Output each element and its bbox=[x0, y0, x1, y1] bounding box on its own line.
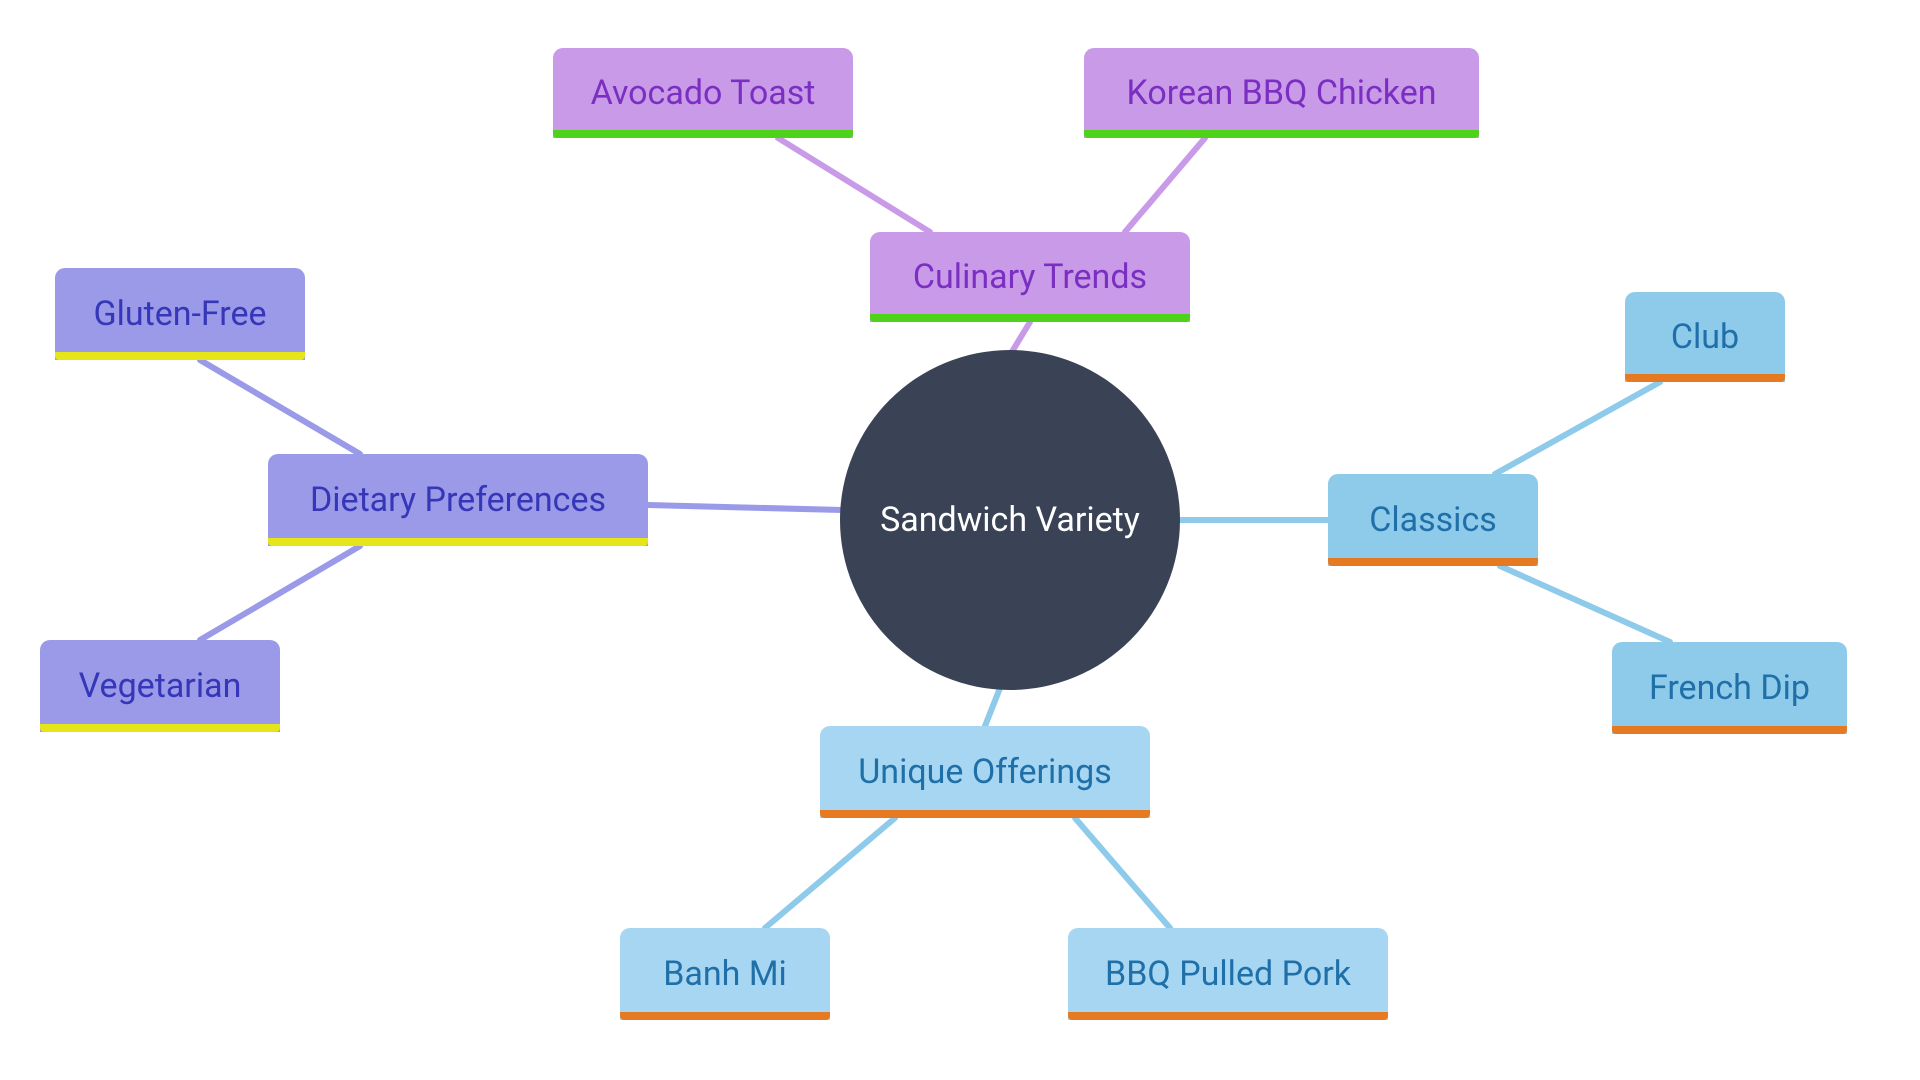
branch-unique-offerings: Unique Offerings bbox=[820, 726, 1150, 818]
edge bbox=[1495, 382, 1660, 474]
node-underline bbox=[40, 724, 280, 732]
node-label: Classics bbox=[1369, 500, 1497, 540]
edge bbox=[1500, 566, 1670, 642]
leaf-gluten-free: Gluten-Free bbox=[55, 268, 305, 360]
node-underline bbox=[1625, 374, 1785, 382]
branch-culinary-trends: Culinary Trends bbox=[870, 232, 1190, 322]
center-node: Sandwich Variety bbox=[840, 350, 1180, 690]
node-underline bbox=[55, 352, 305, 360]
leaf-avocado-toast: Avocado Toast bbox=[553, 48, 853, 138]
node-underline bbox=[870, 314, 1190, 322]
node-underline bbox=[1328, 558, 1538, 566]
leaf-club: Club bbox=[1625, 292, 1785, 382]
mindmap-canvas: Sandwich Variety Culinary Trends Avocado T… bbox=[0, 0, 1920, 1080]
edge bbox=[778, 138, 930, 232]
node-label: French Dip bbox=[1649, 668, 1810, 708]
node-label: Vegetarian bbox=[79, 666, 242, 706]
node-underline bbox=[268, 538, 648, 546]
leaf-korean-bbq-chicken: Korean BBQ Chicken bbox=[1084, 48, 1479, 138]
node-label: Dietary Preferences bbox=[310, 480, 606, 520]
node-label: BBQ Pulled Pork bbox=[1105, 954, 1351, 994]
node-label: Korean BBQ Chicken bbox=[1126, 73, 1436, 113]
edge bbox=[1125, 138, 1205, 232]
node-label: Club bbox=[1671, 317, 1739, 357]
edge bbox=[985, 688, 1000, 726]
node-label: Unique Offerings bbox=[858, 752, 1112, 792]
node-label: Culinary Trends bbox=[913, 257, 1147, 297]
center-label: Sandwich Variety bbox=[880, 500, 1140, 540]
branch-dietary-preferences: Dietary Preferences bbox=[268, 454, 648, 546]
node-underline bbox=[553, 130, 853, 138]
node-underline bbox=[1068, 1012, 1388, 1020]
node-underline bbox=[620, 1012, 830, 1020]
edge bbox=[765, 818, 895, 928]
edge bbox=[648, 505, 842, 510]
leaf-banh-mi: Banh Mi bbox=[620, 928, 830, 1020]
node-underline bbox=[820, 810, 1150, 818]
node-label: Gluten-Free bbox=[93, 294, 266, 334]
leaf-bbq-pulled-pork: BBQ Pulled Pork bbox=[1068, 928, 1388, 1020]
node-label: Banh Mi bbox=[663, 954, 787, 994]
node-underline bbox=[1084, 130, 1479, 138]
leaf-french-dip: French Dip bbox=[1612, 642, 1847, 734]
node-label: Avocado Toast bbox=[591, 73, 816, 113]
edge bbox=[200, 546, 360, 640]
leaf-vegetarian: Vegetarian bbox=[40, 640, 280, 732]
edge bbox=[200, 360, 360, 454]
node-underline bbox=[1612, 726, 1847, 734]
edge bbox=[1075, 818, 1170, 928]
branch-classics: Classics bbox=[1328, 474, 1538, 566]
